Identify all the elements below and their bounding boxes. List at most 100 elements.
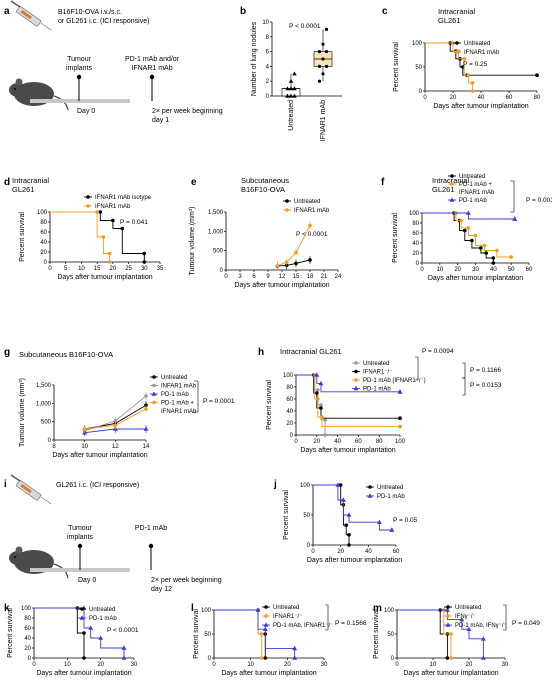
p-bracket — [462, 362, 466, 379]
data-point — [288, 93, 294, 98]
protocol-route: GL261 i.c. (ICI responsive) — [56, 482, 139, 489]
panel-title: Intracranial GL261 — [280, 347, 342, 356]
legend-entry: PD-1 mAb, IFNγ⁻/⁻ — [455, 623, 507, 629]
legend-entry: IFNAR1 mAb — [95, 204, 131, 210]
y-tick-label: 0 — [220, 268, 224, 274]
y-tick-label: 40 — [412, 241, 419, 247]
x-tick-label: 60 — [526, 267, 533, 273]
panel-letter: j — [273, 479, 277, 490]
y-tick-label: 100 — [409, 211, 420, 217]
data-point — [319, 403, 323, 407]
data-point — [341, 497, 346, 502]
data-point — [482, 243, 487, 248]
y-axis-label: Percent survival — [393, 42, 400, 92]
data-point — [398, 424, 402, 429]
syringe-fluid-icon — [20, 483, 32, 494]
x-tick-label: 20 — [110, 266, 117, 272]
x-tick-label: 20 — [466, 662, 473, 668]
data-point — [389, 527, 395, 532]
x-tick-label: 10 — [436, 267, 443, 273]
panel-j: j 0 20 40 60 0 50 100 Days after tumour implanta… — [273, 479, 418, 564]
x-tick-label: 80 — [376, 439, 383, 445]
y-tick-label: 4 — [266, 64, 270, 70]
panel-letter: l — [191, 603, 194, 614]
legend-entry: PD-1 mAb — [459, 198, 487, 204]
y-tick-label: 0 — [290, 433, 294, 439]
y-tick-label: 60 — [24, 626, 31, 632]
legend-entry: Untreated — [464, 41, 490, 47]
mouse-head-icon — [9, 83, 27, 97]
panel-i: i GL261 i.c. (ICI responsive) Tumour implan… — [4, 474, 222, 593]
y-axis-label: Percent survival — [193, 609, 200, 659]
legend-entry: PD-1 mAb — [363, 387, 391, 393]
data-point — [86, 204, 90, 208]
schedule-label-line2: day 1 — [152, 117, 169, 124]
data-point — [495, 248, 499, 253]
panel-l: l 0 10 20 30 0 50 100 Days after tumour implanta… — [191, 603, 367, 677]
data-point — [535, 73, 539, 77]
treatment-label: PD-1 mAb and/or — [125, 56, 180, 63]
panel-letter: e — [191, 177, 197, 188]
x-tick-label: 0 — [423, 95, 427, 101]
data-point — [459, 218, 464, 223]
y-tick-label: 500 — [213, 249, 224, 255]
syringe-plunger-icon — [10, 0, 21, 8]
data-point — [107, 260, 112, 264]
legend-entry: INFAR1 mAb — [161, 384, 197, 390]
y-axis-label: Percent survival — [266, 380, 273, 430]
data-point — [512, 216, 518, 221]
panel-letter: g — [4, 347, 10, 358]
data-point — [275, 263, 280, 268]
x-category-label: Untreated — [288, 100, 295, 131]
y-tick-label: 0 — [28, 656, 32, 662]
x-category-label: IFNAR1 mAb — [320, 100, 327, 141]
data-point — [445, 656, 450, 660]
data-point — [321, 72, 325, 76]
data-point — [288, 86, 294, 91]
x-tick-label: 21 — [321, 274, 328, 280]
x-tick-label: 6 — [252, 274, 256, 280]
y-axis-label: Tumour volume (mm³) — [189, 207, 196, 276]
data-point — [284, 260, 289, 265]
y-tick-label: 50 — [303, 513, 310, 519]
legend-entry: PD-1 mAb (IFNAR1⁻/⁻) — [363, 378, 426, 384]
data-point — [445, 607, 450, 612]
panel-d: d 0 5 10 15 20 25 30 35 0 20 40 60 80 100 Days after tu… — [4, 176, 164, 281]
panel-a: a B16F10-OVA i.v./s.c. or GL261 i.c. (ICI … — [4, 0, 223, 124]
y-tick-label: 1,000 — [208, 229, 224, 235]
data-point — [294, 261, 298, 266]
data-point — [455, 41, 459, 45]
p-value: P = 0.1566 — [335, 620, 367, 627]
x-tick-label: 60 — [506, 95, 513, 101]
panel-title: Intracranial — [12, 176, 49, 185]
data-point — [285, 86, 290, 91]
x-tick-label: 9 — [266, 274, 270, 280]
x-tick-label: 0 — [294, 439, 298, 445]
y-axis-label: Percent survival — [392, 213, 399, 263]
data-point — [347, 533, 351, 537]
y-tick-label: 1,000 — [36, 401, 52, 407]
panel-letter: h — [258, 347, 264, 358]
data-point — [491, 256, 496, 260]
data-point — [446, 614, 450, 618]
x-tick-label: 40 — [490, 267, 497, 273]
protocol-route: B16F10-OVA i.v./s.c. — [58, 9, 122, 16]
data-point — [107, 251, 112, 256]
data-point — [285, 93, 290, 98]
x-tick-label: 20 — [284, 662, 291, 668]
data-point — [354, 369, 358, 374]
y-tick-label: 10 — [262, 20, 269, 26]
schedule-label: 2× per week beginning — [152, 108, 223, 115]
legend-entry: PD-1 mAb + — [459, 182, 492, 188]
implants-label-line2: implants — [67, 534, 94, 541]
x-tick-label: 24 — [335, 274, 342, 280]
x-tick-label: 40 — [334, 439, 341, 445]
data-point — [377, 519, 382, 524]
y-tick-label: 0 — [416, 261, 420, 267]
y-tick-label: 50 — [387, 632, 394, 638]
y-tick-label: 100 — [21, 606, 32, 612]
legend-entry: Untreated — [294, 199, 320, 205]
x-tick-label: 5 — [64, 266, 68, 272]
p-bracket — [415, 356, 419, 381]
series-line — [34, 607, 85, 658]
